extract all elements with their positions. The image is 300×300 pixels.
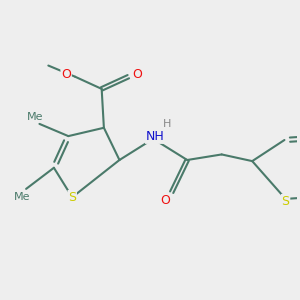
Text: H: H bbox=[163, 119, 171, 129]
Text: Me: Me bbox=[27, 112, 43, 122]
Text: S: S bbox=[282, 195, 290, 208]
Text: O: O bbox=[61, 68, 71, 81]
Text: O: O bbox=[160, 194, 170, 207]
Text: Me: Me bbox=[14, 192, 30, 202]
Text: S: S bbox=[68, 191, 76, 204]
Text: O: O bbox=[132, 68, 142, 81]
Text: NH: NH bbox=[146, 130, 164, 143]
